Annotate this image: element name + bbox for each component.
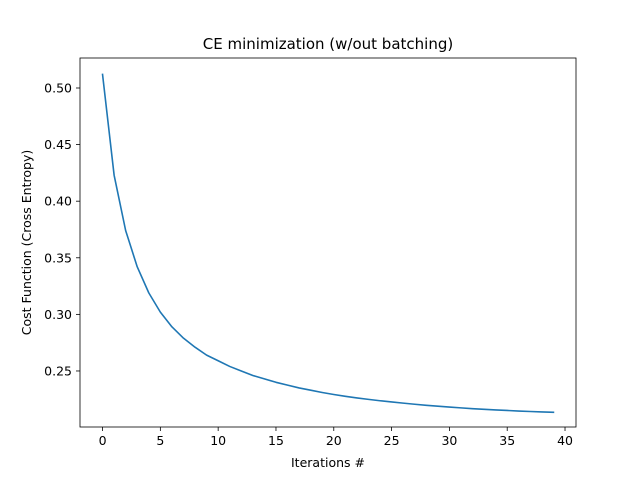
y-axis: 0.25 0.30 0.35 0.40 0.45 0.50 xyxy=(44,80,80,378)
plot-background xyxy=(80,58,576,427)
y-tick-label: 0.35 xyxy=(44,250,72,265)
plot-frame xyxy=(79,57,577,428)
y-axis-label: Cost Function (Cross Entropy) xyxy=(19,150,34,335)
y-tick-label: 0.50 xyxy=(44,80,72,95)
series-line xyxy=(101,73,555,414)
y-tick-label: 0.45 xyxy=(44,137,72,152)
x-tick-label: 25 xyxy=(384,433,400,448)
chart-title: CE minimization (w/out batching) xyxy=(203,35,453,53)
series-layer xyxy=(101,73,555,414)
y-tick-label: 0.25 xyxy=(44,363,72,378)
x-tick-label: 0 xyxy=(99,433,107,448)
x-tick-label: 10 xyxy=(210,433,226,448)
x-axis-label: Iterations # xyxy=(291,455,365,470)
x-tick-label: 5 xyxy=(156,433,164,448)
x-tick-label: 15 xyxy=(268,433,284,448)
x-tick-label: 40 xyxy=(557,433,573,448)
x-tick-label: 35 xyxy=(499,433,515,448)
x-tick-label: 20 xyxy=(326,433,342,448)
x-tick-label: 30 xyxy=(441,433,457,448)
y-tick-label: 0.40 xyxy=(44,194,72,209)
x-axis: 0 5 10 15 20 25 30 35 40 xyxy=(99,427,573,448)
y-tick-label: 0.30 xyxy=(44,307,72,322)
